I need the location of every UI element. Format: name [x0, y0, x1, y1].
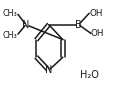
Text: H₂O: H₂O: [80, 70, 99, 80]
Text: N: N: [45, 65, 52, 75]
Text: CH₃: CH₃: [2, 9, 17, 18]
Text: B: B: [75, 20, 82, 30]
Text: N: N: [22, 20, 30, 30]
Text: CH₃: CH₃: [2, 31, 17, 40]
Text: OH: OH: [89, 9, 103, 18]
Text: OH: OH: [91, 29, 105, 38]
